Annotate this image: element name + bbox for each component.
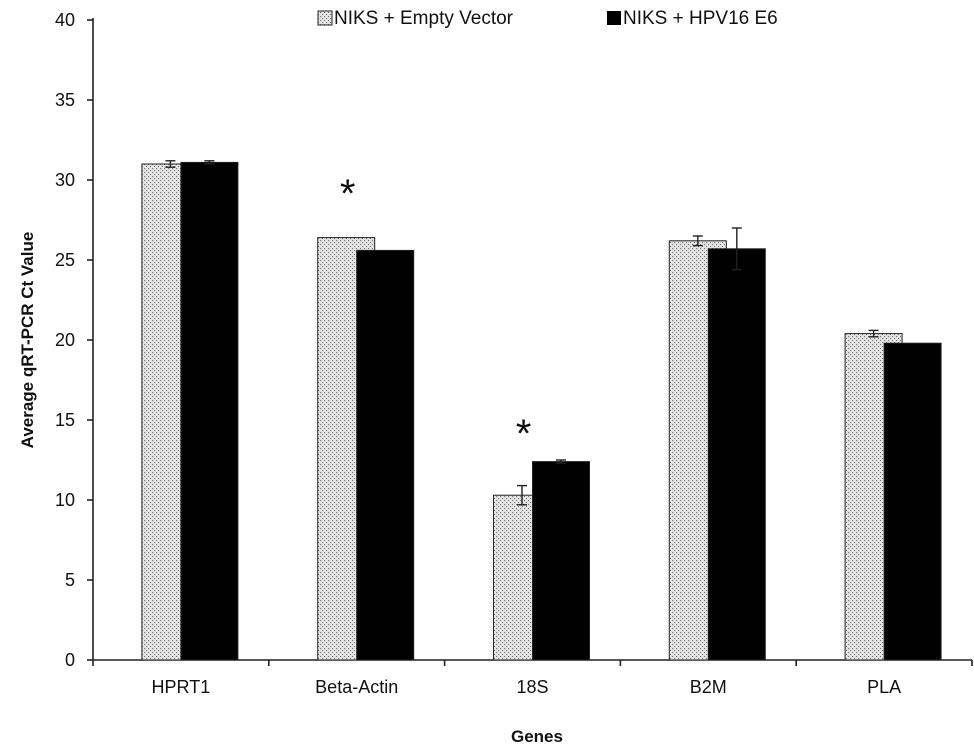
significance-asterisk: * xyxy=(516,412,532,456)
y-tick-label: 35 xyxy=(55,90,75,110)
x-axis: HPRT1 Beta-Actin 18S B2M PLA xyxy=(92,659,973,697)
legend-swatch-hpv16-e6 xyxy=(607,11,621,25)
bar-hpv16-e6 xyxy=(356,249,415,661)
y-tick-label: 20 xyxy=(55,330,75,350)
significance-asterisk: * xyxy=(340,172,356,216)
bar-hpv16-e6 xyxy=(707,248,766,661)
legend-label-empty-vector: NIKS + Empty Vector xyxy=(334,8,514,29)
y-axis: 0 5 10 15 20 25 30 35 40 xyxy=(55,10,94,670)
x-category-label: HPRT1 xyxy=(152,677,211,697)
legend: NIKS + Empty Vector NIKS + HPV16 E6 xyxy=(317,8,778,29)
bar-hpv16-e6 xyxy=(532,461,590,661)
x-category-label: Beta-Actin xyxy=(315,677,398,697)
bar-hpv16-e6 xyxy=(180,161,239,661)
y-axis-title: Average qRT-PCR Ct Value xyxy=(18,232,37,449)
legend-label-hpv16-e6: NIKS + HPV16 E6 xyxy=(623,8,778,29)
x-category-label: B2M xyxy=(690,677,727,697)
x-category-label: 18S xyxy=(516,677,548,697)
bar-hpv16-e6 xyxy=(883,342,942,661)
y-tick-label: 25 xyxy=(55,250,75,270)
bars xyxy=(141,160,942,661)
x-axis-title: Genes xyxy=(511,727,563,746)
y-tick-label: 0 xyxy=(65,650,75,670)
legend-swatch-empty-vector xyxy=(317,10,333,26)
y-tick-label: 5 xyxy=(65,570,75,590)
significance-annotations: ** xyxy=(340,172,531,456)
x-category-label: PLA xyxy=(867,677,901,697)
y-tick-label: 10 xyxy=(55,490,75,510)
y-tick-label: 30 xyxy=(55,170,75,190)
y-tick-label: 15 xyxy=(55,410,75,430)
y-tick-label: 40 xyxy=(55,10,75,30)
